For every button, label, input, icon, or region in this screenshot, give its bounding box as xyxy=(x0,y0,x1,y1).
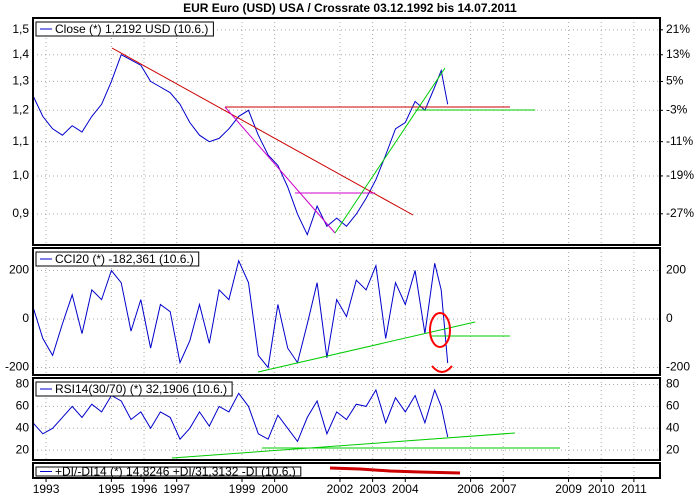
x-tick-label: 1999 xyxy=(229,482,256,496)
legend-label: CCI20 (*) -182,361 (10.6.) xyxy=(55,252,194,266)
y2-tick-label: -11% xyxy=(666,134,693,148)
y-tick-label: 1,0 xyxy=(12,168,29,182)
x-tick-label: 2004 xyxy=(392,482,419,496)
x-tick-label: 1997 xyxy=(163,482,190,496)
trendlines xyxy=(111,47,560,475)
x-tick-label: 1995 xyxy=(98,482,125,496)
panel xyxy=(33,18,660,245)
y-tick-label: 20 xyxy=(16,442,30,456)
y-tick-label: 1,5 xyxy=(12,22,29,36)
y-tick-label: 0,9 xyxy=(12,206,29,220)
y2-tick-label: -3% xyxy=(666,102,688,116)
trendline xyxy=(111,47,414,216)
x-tick-label: 2000 xyxy=(261,482,288,496)
legend-box xyxy=(35,21,214,37)
legend-label: +DI/-DI14 (*) 14,8246 +DI/31,3132 -DI (1… xyxy=(55,465,296,479)
legend-box xyxy=(35,251,200,267)
x-tick-label: 2011 xyxy=(621,482,647,496)
y-tick-label: 60 xyxy=(16,399,30,413)
dmi-line xyxy=(329,466,461,475)
y-tick-label: 1,4 xyxy=(12,47,29,61)
x-tick-label: 1993 xyxy=(33,482,60,496)
x-tick-label: 2007 xyxy=(490,482,517,496)
trendline xyxy=(257,321,476,373)
highlight-arc xyxy=(431,365,453,373)
series-line xyxy=(32,388,449,443)
y-tick-label: 1,3 xyxy=(12,74,29,88)
legend-box xyxy=(35,381,233,397)
chart-title: EUR Euro (USD) USA / Crossrate 03.12.199… xyxy=(183,1,517,15)
y2-tick-label: -200 xyxy=(666,360,690,374)
panel-frame xyxy=(32,247,661,376)
panel-frame xyxy=(32,17,661,246)
x-tick-label: 2002 xyxy=(327,482,354,496)
y2-tick-label: 60 xyxy=(666,399,680,413)
x-tick-label: 2010 xyxy=(588,482,615,496)
legend-box xyxy=(35,466,302,477)
y-tick-label: 40 xyxy=(16,420,30,434)
y2-tick-label: 40 xyxy=(666,420,680,434)
x-tick-label: 2009 xyxy=(555,482,582,496)
y2-tick-label: 21% xyxy=(666,22,690,36)
y-tick-label: 80 xyxy=(16,377,30,391)
y2-tick-label: 13% xyxy=(666,47,690,61)
trendline xyxy=(171,432,516,459)
y2-tick-label: 200 xyxy=(666,263,686,277)
y2-tick-label: 5% xyxy=(666,74,684,88)
series-line xyxy=(32,259,449,369)
y2-tick-label: -27% xyxy=(666,206,694,220)
legend-label: Close (*) 1,2192 USD (10.6.) xyxy=(55,22,208,36)
y2-tick-label: 20 xyxy=(666,442,680,456)
x-tick-label: 2006 xyxy=(457,482,484,496)
trendline xyxy=(224,106,336,234)
y-tick-label: 0 xyxy=(22,311,29,325)
trendline xyxy=(334,67,446,234)
y2-tick-label: 0 xyxy=(666,311,673,325)
y2-tick-label: -19% xyxy=(666,168,694,182)
panel-frame xyxy=(32,377,661,461)
legend-label: RSI14(30/70) (*) 32,1906 (10.6.) xyxy=(55,382,227,396)
y2-tick-label: 80 xyxy=(666,377,680,391)
panel-frame xyxy=(32,462,661,479)
y-tick-label: 1,1 xyxy=(12,134,29,148)
x-tick-label: 2003 xyxy=(359,482,386,496)
y-tick-label: -200 xyxy=(5,360,29,374)
x-tick-label: 1996 xyxy=(131,482,158,496)
highlight-ellipse xyxy=(429,312,451,348)
y-tick-label: 1,2 xyxy=(12,102,29,116)
y-tick-label: 200 xyxy=(9,263,29,277)
